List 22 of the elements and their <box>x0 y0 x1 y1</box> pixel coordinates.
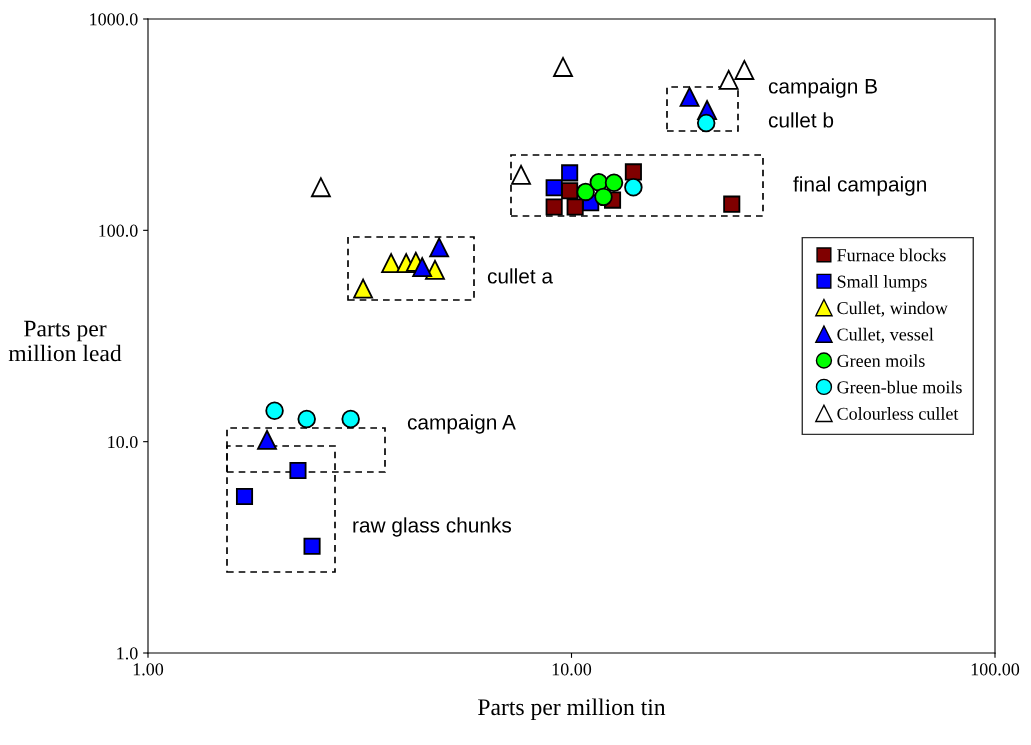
annotation: campaign B <box>768 78 877 98</box>
annotation: cullet a <box>487 268 554 284</box>
legend-label: Colourless cullet <box>837 407 959 420</box>
legend-label: Cullet, window <box>837 301 948 317</box>
y-tick-label: 10.0 <box>108 435 138 449</box>
x-tick-label: 1.00 <box>133 663 164 676</box>
annotation: campaign A <box>407 414 516 434</box>
legend-label: Small lumps <box>837 275 927 292</box>
y-tick-label: 100.0 <box>99 224 138 237</box>
y-tick-label: 1000.0 <box>90 13 138 26</box>
legend-label: Furnace blocks <box>837 248 946 262</box>
annotation: cullet b <box>768 112 834 128</box>
annotation: final campaign <box>793 176 926 196</box>
annotation: raw glass chunks <box>353 517 512 537</box>
legend-label: Green moils <box>837 354 925 367</box>
legend-label: Cullet, vessel <box>837 327 934 344</box>
y-tick-label: 1.0 <box>117 647 138 660</box>
x-tick-label: 100.00 <box>971 663 1020 676</box>
y-axis-title: Parts per million lead <box>8 320 122 362</box>
legend-label: Green-blue moils <box>837 380 962 394</box>
x-axis-title: Parts per million tin <box>478 698 666 720</box>
x-tick-label: 10.00 <box>552 663 592 676</box>
